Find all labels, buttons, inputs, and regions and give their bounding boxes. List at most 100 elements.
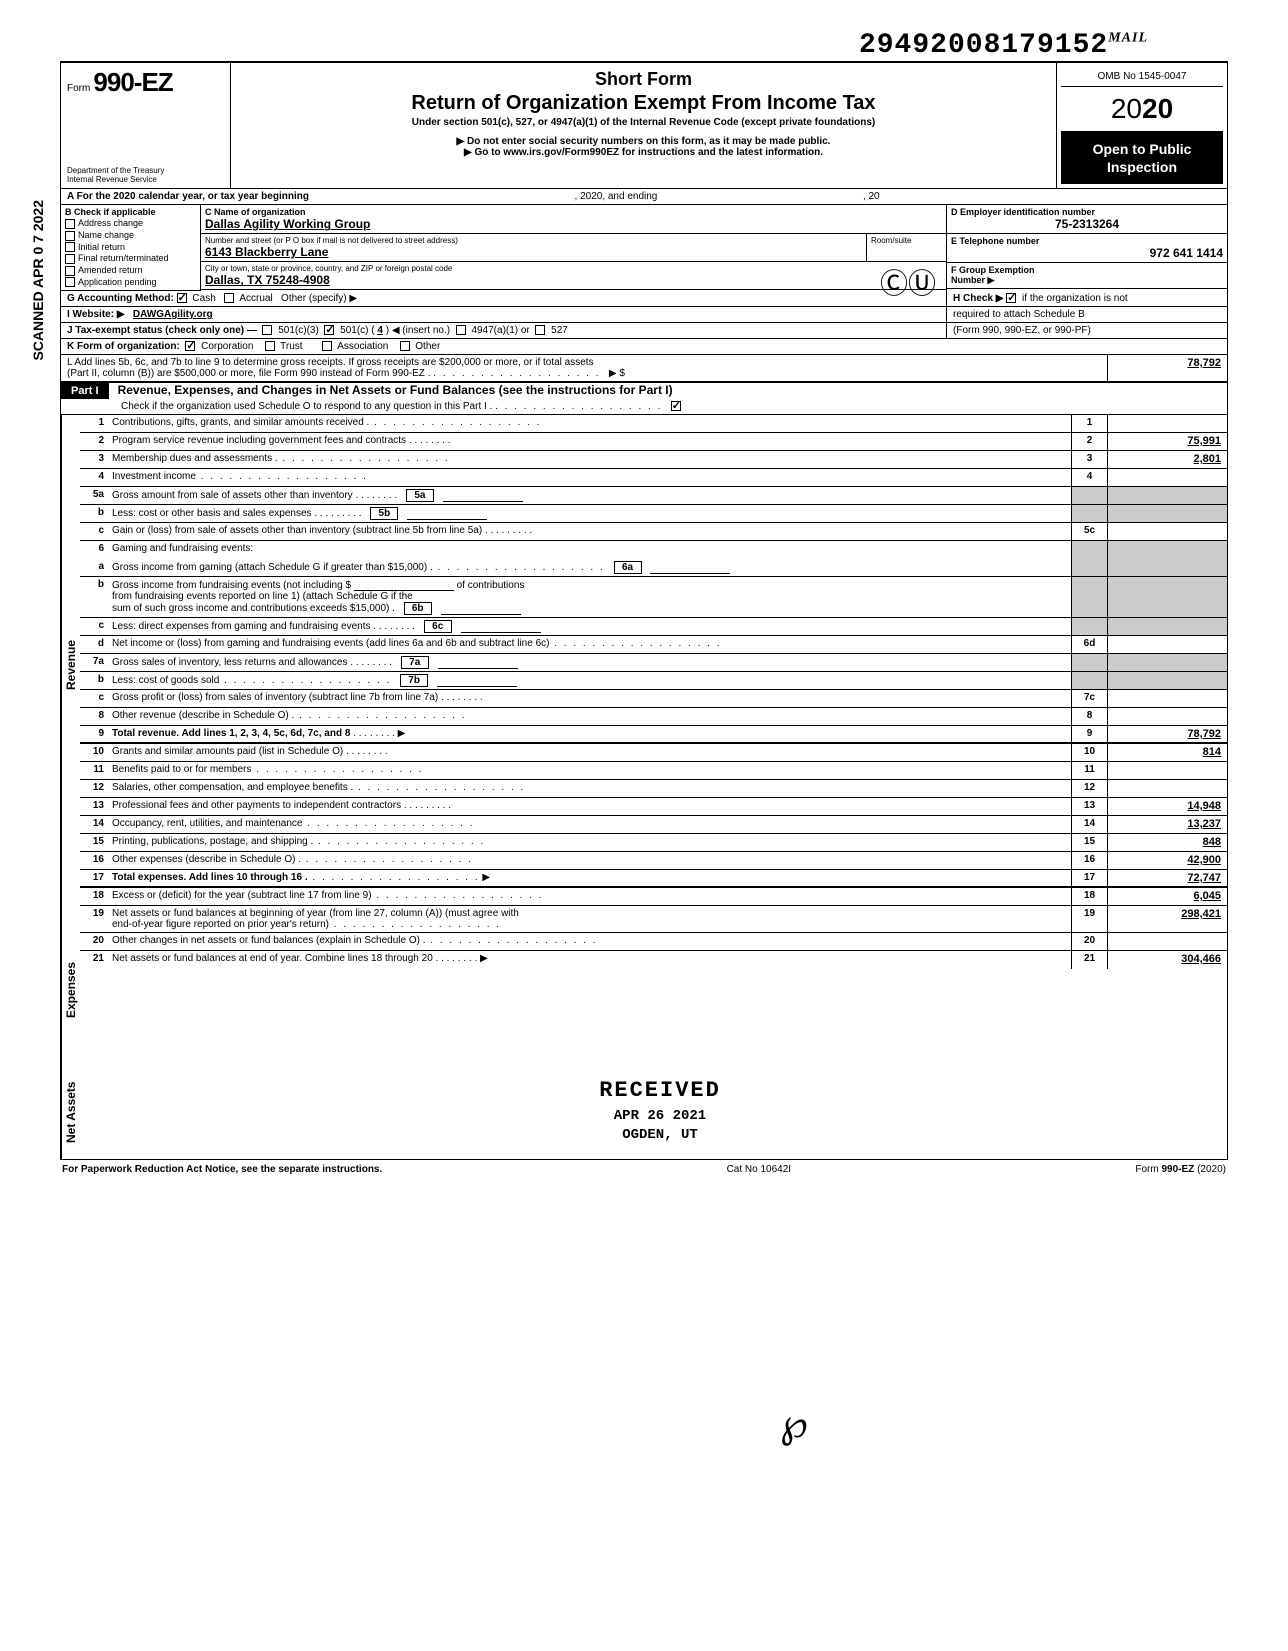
chk-other-org[interactable] xyxy=(400,341,410,351)
line-4-amt xyxy=(1107,469,1227,486)
line-9-col: 9 xyxy=(1071,726,1107,742)
line-20-num: 20 xyxy=(80,933,108,950)
other-label: Other (specify) ▶ xyxy=(281,293,357,304)
line-2-desc: Program service revenue including govern… xyxy=(112,435,406,446)
line-14: 14 Occupancy, rent, utilities, and maint… xyxy=(80,816,1227,834)
corp-label: Corporation xyxy=(201,341,253,352)
line-g-h: G Accounting Method: Cash Accrual Other … xyxy=(61,291,1227,307)
tel-value: 972 641 1414 xyxy=(951,246,1223,260)
chk-cash[interactable] xyxy=(177,293,187,303)
line-l: L Add lines 5b, 6c, and 7b to line 9 to … xyxy=(61,355,1227,383)
line-5c: c Gain or (loss) from sale of assets oth… xyxy=(80,523,1227,541)
line-7b-num: b xyxy=(80,672,108,689)
chk-name[interactable]: Name change xyxy=(65,230,196,241)
line-8-desc: Other revenue (describe in Schedule O) . xyxy=(112,710,294,721)
line-5a: 5a Gross amount from sale of assets othe… xyxy=(80,487,1227,505)
chk-sched-o[interactable] xyxy=(671,401,681,411)
stamp-location: OGDEN, UT xyxy=(572,1126,748,1146)
line-4: 4 Investment income 4 xyxy=(80,469,1227,487)
received-stamp: RECEIVED APR 26 2021 OGDEN, UT xyxy=(560,1070,760,1152)
room-label: Room/suite xyxy=(871,236,942,245)
line-16-desc: Other expenses (describe in Schedule O) … xyxy=(112,854,301,865)
section-c: C Name of organization Dallas Agility Wo… xyxy=(201,205,947,291)
chk-final[interactable]: Final return/terminated xyxy=(65,253,196,264)
line-6b-desc4: sum of such gross income and contributio… xyxy=(112,603,395,614)
chk-pending[interactable]: Application pending xyxy=(65,277,196,288)
line-5b: b Less: cost or other basis and sales ex… xyxy=(80,505,1227,523)
chk-501c[interactable] xyxy=(324,325,334,335)
chk-trust[interactable] xyxy=(265,341,275,351)
line-4-col: 4 xyxy=(1071,469,1107,486)
k-label: K Form of organization: xyxy=(67,341,180,352)
line-18-col: 18 xyxy=(1071,888,1107,905)
line-i: I Website: ▶ DAWGAgility.org required to… xyxy=(61,307,1227,323)
line-6b-desc1: Gross income from fundraising events (no… xyxy=(112,580,351,591)
line-10-desc: Grants and similar amounts paid (list in… xyxy=(112,746,343,757)
chk-accrual[interactable] xyxy=(224,293,234,303)
line-6d-col: 6d xyxy=(1071,636,1107,653)
line-6b-num: b xyxy=(80,577,108,617)
line-21-amt: 304,466 xyxy=(1107,951,1227,969)
line-9: 9 Total revenue. Add lines 1, 2, 3, 4, 5… xyxy=(80,726,1227,744)
line-21-desc: Net assets or fund balances at end of ye… xyxy=(112,953,433,964)
form-footer: For Paperwork Reduction Act Notice, see … xyxy=(60,1160,1228,1179)
chk-address[interactable]: Address change xyxy=(65,218,196,229)
section-h: H Check ▶ if the organization is not xyxy=(947,291,1227,306)
line-6d: d Net income or (loss) from gaming and f… xyxy=(80,636,1227,654)
line-17-desc: Total expenses. Add lines 10 through 16 … xyxy=(112,872,308,883)
line-2-col: 2 xyxy=(1071,433,1107,450)
line-15-num: 15 xyxy=(80,834,108,851)
line-19: 19 Net assets or fund balances at beginn… xyxy=(80,906,1227,933)
line-6c-box: 6c xyxy=(424,620,452,633)
line-7c: c Gross profit or (loss) from sales of i… xyxy=(80,690,1227,708)
line-17-col: 17 xyxy=(1071,870,1107,886)
goto-link: ▶ Go to www.irs.gov/Form990EZ for instru… xyxy=(241,147,1046,158)
org-city: Dallas, TX 75248-4908 xyxy=(205,273,942,287)
line-17-amt: 72,747 xyxy=(1107,870,1227,886)
l-arrow: ▶ $ xyxy=(609,368,625,379)
do-not-enter: ▶ Do not enter social security numbers o… xyxy=(241,136,1046,147)
line-19-desc1: Net assets or fund balances at beginning… xyxy=(112,908,519,919)
omb-number: OMB No 1545-0047 xyxy=(1061,67,1223,87)
line-20-amt xyxy=(1107,933,1227,950)
chk-sched-b[interactable] xyxy=(1006,293,1016,303)
line-11: 11 Benefits paid to or for members 11 xyxy=(80,762,1227,780)
501c-num: 4 xyxy=(377,325,383,336)
tel-label: E Telephone number xyxy=(951,236,1223,246)
line-15-amt: 848 xyxy=(1107,834,1227,851)
line-3-desc: Membership dues and assessments . xyxy=(112,453,278,464)
line-15-desc: Printing, publications, postage, and shi… xyxy=(112,836,313,847)
chk-corp[interactable] xyxy=(185,341,195,351)
line-19-desc2: end-of-year figure reported on prior yea… xyxy=(112,919,329,930)
footer-left: For Paperwork Reduction Act Notice, see … xyxy=(62,1164,382,1175)
chk-initial[interactable]: Initial return xyxy=(65,242,196,253)
line-5a-num: 5a xyxy=(80,487,108,504)
line-6: 6 Gaming and fundraising events: xyxy=(80,541,1227,559)
line-j: J Tax-exempt status (check only one) — 5… xyxy=(61,323,1227,339)
part-1-sub-text: Check if the organization used Schedule … xyxy=(121,401,492,412)
line-5c-col: 5c xyxy=(1071,523,1107,540)
line-17-num: 17 xyxy=(80,870,108,886)
line-19-col: 19 xyxy=(1071,906,1107,932)
line-8-amt xyxy=(1107,708,1227,725)
line-12-num: 12 xyxy=(80,780,108,797)
chk-527[interactable] xyxy=(535,325,545,335)
line-11-amt xyxy=(1107,762,1227,779)
line-16-num: 16 xyxy=(80,852,108,869)
insert-no: ) ◀ (insert no.) xyxy=(386,325,450,336)
chk-4947[interactable] xyxy=(456,325,466,335)
line-12-col: 12 xyxy=(1071,780,1107,797)
h-label: H Check ▶ xyxy=(953,293,1003,304)
line-6a: a Gross income from gaming (attach Sched… xyxy=(80,559,1227,577)
chk-501c3[interactable] xyxy=(262,325,272,335)
line-5b-desc: Less: cost or other basis and sales expe… xyxy=(112,508,317,519)
chk-assoc[interactable] xyxy=(322,341,332,351)
line-a-text: A For the 2020 calendar year, or tax yea… xyxy=(67,191,309,202)
open-public-1: Open to Public xyxy=(1065,140,1219,158)
chk-amended[interactable]: Amended return xyxy=(65,265,196,276)
stamp-date: APR 26 2021 xyxy=(572,1107,748,1127)
line-13-amt: 14,948 xyxy=(1107,798,1227,815)
line-11-col: 11 xyxy=(1071,762,1107,779)
netassets-side-label: Net Assets xyxy=(61,1065,80,1159)
line-10-num: 10 xyxy=(80,744,108,761)
